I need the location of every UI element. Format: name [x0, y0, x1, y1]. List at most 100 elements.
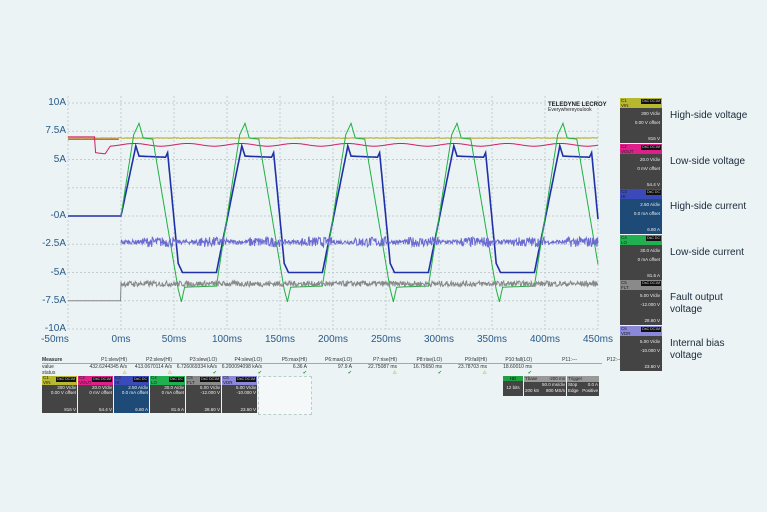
channel-panel-C6[interactable]: C6 VDR DsC DC1M 5.00 V/div -10.000 V 23.60 V [620, 325, 662, 371]
status-ok-icon: ✔ [212, 370, 217, 376]
lo-current-trace [120, 121, 599, 303]
x-tick-label: -50ms [41, 334, 69, 345]
coupling-badge: DsC DC1M [236, 377, 256, 382]
vout-trace [68, 136, 599, 155]
x-tick-label: 250ms [370, 334, 401, 345]
status-ok-icon: ✔ [257, 370, 262, 376]
channel-panel-C4[interactable]: C4 LO DsC DC 30.0 A/div 0 mA offset 81.6 A [620, 234, 662, 280]
offset: -12.000 V [640, 302, 660, 307]
volts-per-div: 300 V/div [57, 385, 76, 390]
x-tick-label: 50ms [161, 334, 187, 345]
coupling-badge: DsC DC [646, 235, 661, 241]
channel-id: C5 [187, 375, 193, 380]
measure-header: P7:rise(HI) [373, 357, 397, 363]
channel-id: C1 [43, 375, 49, 380]
channel-id: C2 [79, 375, 85, 380]
channel-panel-C3[interactable]: C3 HI DsC DC 2.50 A/div 0.0 mA offset 6.80 A [620, 189, 662, 234]
volts-per-div: 5.00 V/div [199, 385, 220, 390]
measure-header: P2:slew(HI) [146, 357, 172, 363]
channel-name: FLT [187, 379, 195, 385]
channel-descriptor-C4[interactable]: C4 LO DsC DC 30.0 A/div 0 mA offset 81.6 A [150, 375, 185, 413]
channel-name: FLT [621, 285, 629, 290]
status-ok-icon: ✔ [527, 370, 532, 376]
x-tick-label: 0ms [111, 334, 131, 345]
channel-descriptor-C6[interactable]: C6 VDR DsC DC1M 5.00 V/div -10.000 V 23.60 V [222, 375, 257, 413]
channel-label: Internal bias voltage [670, 337, 725, 361]
status-warning-icon: ⚠ [122, 370, 127, 376]
channel-label: Low-side current [670, 246, 744, 258]
channel-descriptor-C2[interactable]: C2 VOUT DsC DC1M 20.0 V/div 0 mV offset 54.4 … [78, 375, 113, 413]
measure-header: P12:--- [606, 357, 622, 363]
y-tick-label: -10A [44, 323, 66, 334]
empty-channel-slot[interactable] [258, 376, 312, 415]
channel-name: LO [151, 379, 158, 385]
y-tick-label: -2.5A [42, 238, 66, 250]
measure-header: P9:fall(HI) [464, 357, 487, 363]
measure-value: 18.60010 ms [503, 364, 532, 370]
channel-value: 54.4 V [98, 407, 112, 412]
measure-header: P11:--- [562, 357, 577, 363]
vin-trace [67, 136, 599, 140]
channel-descriptor-C1[interactable]: C1 VIN DsC DC1M 300 V/div 0.00 V offset 816 V [42, 375, 77, 413]
channel-name: HI [115, 379, 120, 385]
channel-panel-C1[interactable]: C1 VIN DsC DC1M 300 V/div 0.00 V offset 816 V [620, 98, 662, 143]
measure-header: P8:rise(LO) [416, 357, 442, 363]
measure-value: 6.200094098 kA/s [221, 364, 262, 370]
measure-value: 97.9 A [337, 364, 352, 370]
measure-value: 413.0670114 A/s [134, 364, 172, 370]
channel-name: VOUT [621, 148, 634, 154]
channel-descriptor-C3[interactable]: C3 HI DsC DC 2.50 A/div 0.0 mA offset 6.80 A [114, 375, 149, 413]
volts-per-div: 30.0 A/div [640, 247, 660, 253]
offset: -10.000 V [640, 347, 660, 353]
volts-per-div: 20.0 V/div [639, 156, 660, 162]
measure-value: 16.75650 ms [413, 364, 442, 370]
channel-label: Fault output voltage [670, 292, 723, 315]
timebase-panel[interactable]: HD 12 bits Tbase -200 ms 50.0 ms/div 200 kS 8… [503, 376, 600, 396]
status-ok-icon: ✔ [437, 370, 442, 376]
coupling-badge: DsC DC1M [56, 377, 76, 382]
channel-descriptor-C5[interactable]: C5 FLT DsC DC1M 5.00 V/div -12.000 V 28.60 V [186, 375, 221, 413]
channel-label: Low-side voltage [670, 155, 746, 167]
channel-id: C2 [621, 143, 627, 149]
channel-id: C3 [115, 375, 121, 380]
volts-per-div: 5.00 V/div [639, 293, 660, 298]
channel-panel-C2[interactable]: C2 VOUT DsC DC1M 20.0 V/div 0 mV offset 54.4 … [620, 143, 662, 189]
teledyne-lecroy-logo: TELEDYNE LECROY Everywhereyoulook [548, 102, 607, 113]
channel-id: C4 [151, 375, 157, 380]
channel-name: VIN [43, 379, 51, 385]
volts-per-div: 5.00 V/div [639, 338, 660, 344]
channel-panel-C5[interactable]: C5 FLT DsC DC1M 5.00 V/div -12.000 V 28.60 V [620, 280, 662, 325]
volts-per-div: 2.50 A/div [640, 202, 660, 207]
y-tick-label: 7.5A [45, 125, 66, 137]
channel-id: C3 [621, 189, 627, 194]
status-warning-icon: ⚠ [482, 370, 487, 376]
channel-label: High-side current [670, 201, 747, 212]
offset: 0.00 V offset [634, 120, 660, 125]
channel-name: VIN [621, 103, 629, 108]
volts-per-div: 300 V/div [641, 111, 660, 116]
channel-value: 6.80 A [647, 227, 660, 232]
coupling-badge: DsC DC [133, 377, 148, 382]
volts-per-div: 2.50 A/div [128, 385, 148, 390]
y-tick-label: -0A [50, 210, 66, 221]
measure-value: 432.6244345 A/s [89, 364, 127, 370]
status-ok-icon: ✔ [302, 370, 307, 376]
channel-value: 6.80 A [135, 407, 148, 412]
channel-name: HI [621, 194, 626, 199]
offset: 0.00 V offset [50, 390, 76, 395]
status-warning-icon: ⚠ [392, 370, 397, 376]
x-tick-label: 300ms [423, 334, 454, 345]
y-tick-label: 5A [53, 153, 66, 165]
measure-header: P6:max(LO) [325, 357, 352, 363]
channel-value: 81.6 A [647, 272, 660, 278]
y-tick-label: -7.5A [42, 294, 66, 306]
measure-header: P10:fall(LO) [505, 357, 532, 363]
traces [67, 121, 599, 303]
x-tick-label: 100ms [211, 334, 242, 345]
channel-value: 816 V [648, 136, 660, 141]
channel-id: C5 [621, 280, 627, 285]
grid [67, 96, 599, 330]
coupling-badge: DsC DC [646, 190, 661, 195]
x-tick-label: 150ms [264, 334, 295, 345]
